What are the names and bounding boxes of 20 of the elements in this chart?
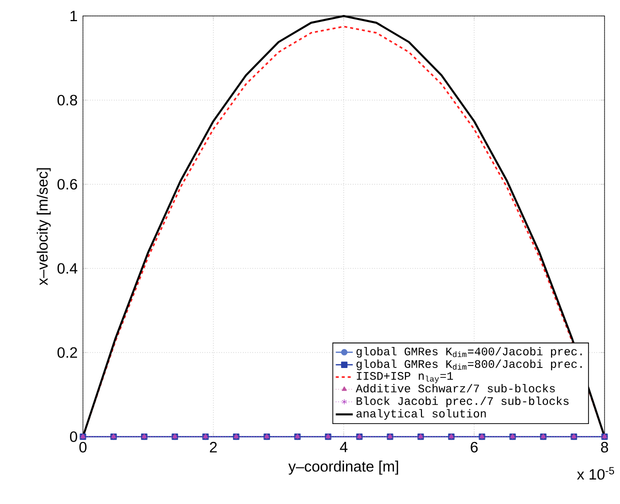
legend-label: global GMRes K$_{dim}$=800/Jacobi prec. xyxy=(356,360,582,370)
x-tick-label: 6 xyxy=(470,442,478,453)
x-tick-label: 8 xyxy=(601,442,608,453)
y-tick-label: 0 xyxy=(70,432,78,442)
y-tick-label: 0.6 xyxy=(58,179,78,190)
x-tick-label: 0 xyxy=(79,442,87,453)
x-axis-title: y–coordinate [m] xyxy=(288,460,398,475)
legend-label: IISD+ISP n$_{lay}$=1 xyxy=(356,372,453,384)
text: x 10$^{-5}$ xyxy=(577,467,614,480)
y-tick-label: 0.2 xyxy=(58,347,77,358)
y-tick-label: 0.4 xyxy=(58,263,78,274)
y-axis-title: x–velocity [m/sec] xyxy=(36,168,51,286)
legend-label: analytical solution xyxy=(356,409,486,420)
y-tick-label: 1 xyxy=(70,11,78,22)
legend-label: global GMRes K$_{dim}$=400/Jacobi prec. xyxy=(356,347,582,358)
x-tick-label: 4 xyxy=(340,442,348,452)
x-tick-label: 2 xyxy=(210,442,217,453)
legend-label: Block Jacobi prec./7 sub-blocks xyxy=(356,396,569,408)
y-tick-label: 0.8 xyxy=(58,95,78,106)
legend-label: Additive Schwarz/7 sub-blocks xyxy=(356,384,555,393)
